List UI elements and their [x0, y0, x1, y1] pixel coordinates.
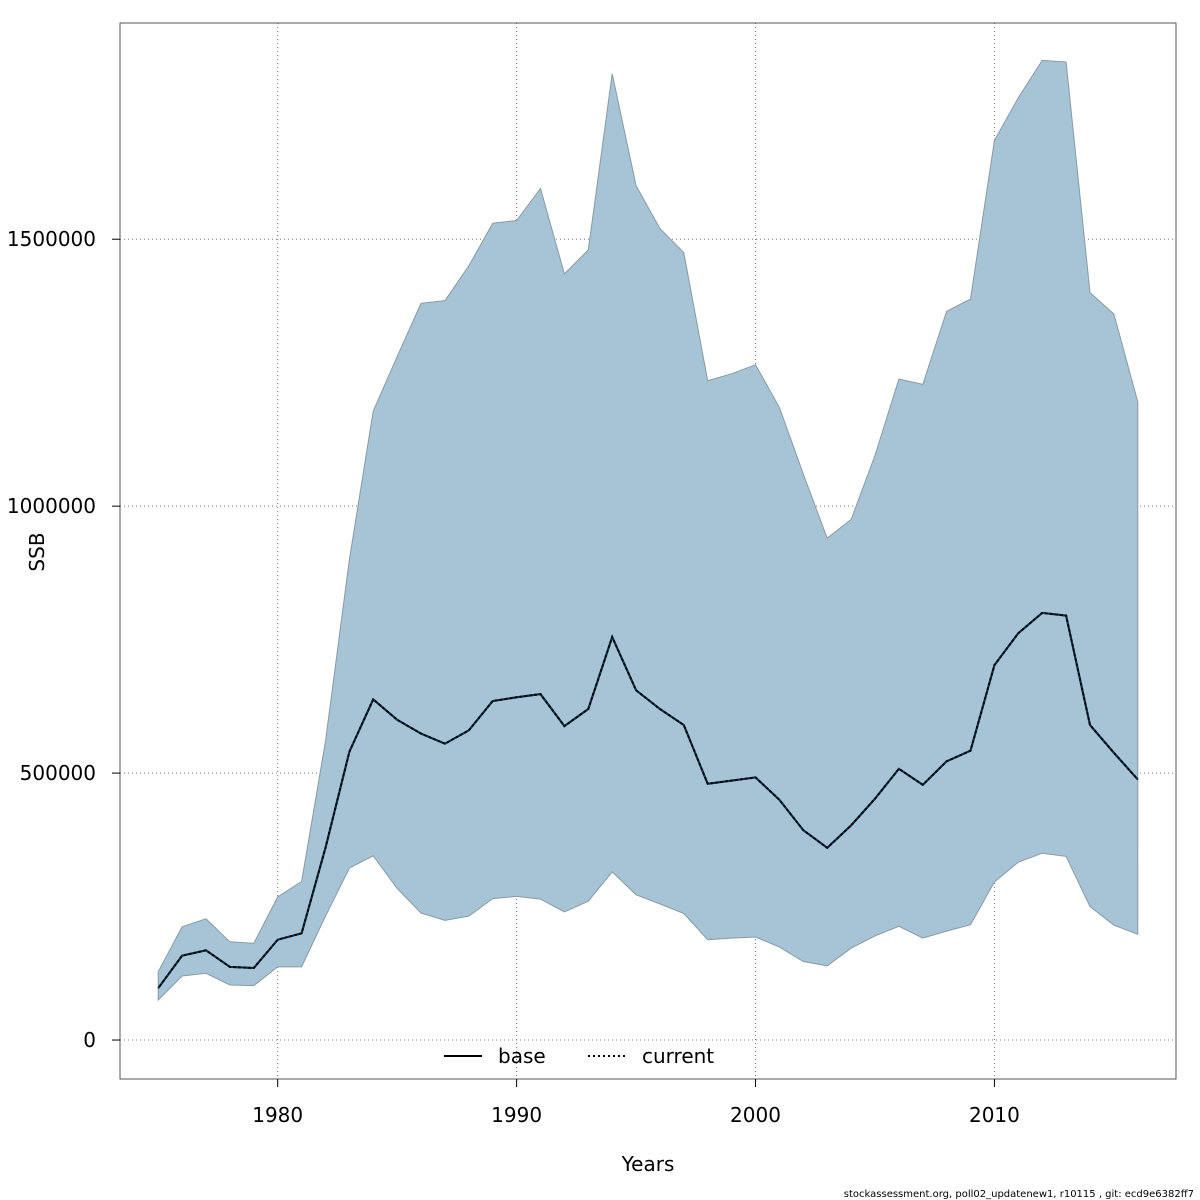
y-tick-label-1500000: 1500000	[7, 227, 96, 251]
legend-label-current: current	[642, 1044, 714, 1068]
x-tick-label-1990: 1990	[491, 1103, 542, 1127]
series-line-current-overlay	[157, 611, 1139, 989]
legend: base current	[444, 1044, 714, 1068]
plot-frame	[119, 22, 1177, 1080]
x-tick-label-2000: 2000	[730, 1103, 781, 1127]
legend-label-base: base	[498, 1044, 546, 1068]
y-axis-title: SSB	[25, 532, 49, 571]
confidence-band	[157, 59, 1139, 1002]
y-tick-label-500000: 500000	[20, 761, 96, 785]
x-tick-label-2010: 2010	[969, 1103, 1020, 1127]
series-lines	[157, 611, 1139, 989]
y-tick-label-0: 0	[83, 1028, 96, 1052]
ssb-confidence-band	[157, 59, 1139, 1002]
x-axis-title: Years	[621, 1152, 675, 1176]
y-tick-label-1000000: 1000000	[7, 494, 96, 518]
footer-credit: stockassessment.org, poll02_updatenew1, …	[844, 1189, 1194, 1200]
x-tick-label-1980: 1980	[252, 1103, 303, 1127]
axes: 1980 1990 2000 2010 0 500000 1000000 1500000	[7, 227, 1020, 1127]
